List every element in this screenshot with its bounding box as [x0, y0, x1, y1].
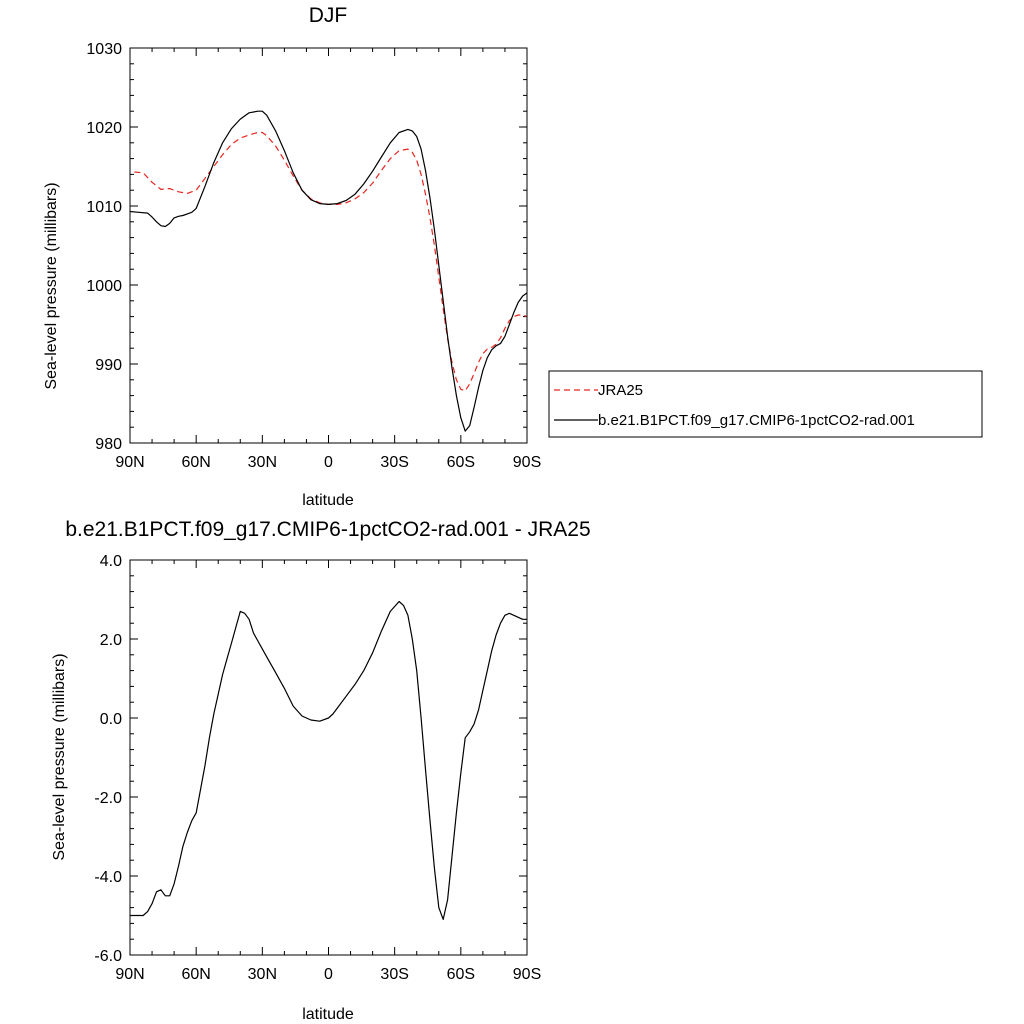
bottom-chart-frame	[129, 559, 528, 956]
top-chart-frame	[129, 47, 528, 444]
bottom-chart-xlabel: latitude	[302, 1006, 354, 1023]
top-ytick-label: 980	[95, 436, 122, 453]
top-chart-xlabel: latitude	[302, 492, 354, 509]
top-xtick-label: 0	[324, 454, 333, 471]
bottom-chart-series	[130, 600, 527, 921]
top-xtick-label: 30S	[380, 454, 408, 471]
bottom-xtick-label: 0	[324, 966, 333, 983]
bottom-ytick-label: -2.0	[94, 790, 122, 807]
bottom-xtick-label: 30S	[380, 966, 408, 983]
bottom-xtick-label: 60S	[447, 966, 475, 983]
bottom-xtick-label: 90N	[115, 966, 144, 983]
bottom-series-line-0	[130, 600, 527, 921]
bottom-xtick-label: 90S	[513, 966, 541, 983]
bottom-chart-ticks: 90N 60N 30N 0 30S 60S 90S -6.0 -4.0 -2.0 0.0 2.0 4.0	[94, 553, 541, 983]
bottom-xtick-label: 60N	[181, 966, 210, 983]
legend-entry-model: b.e21.B1PCT.f09_g17.CMIP6-1pctCO2-rad.00…	[554, 412, 915, 429]
legend-box	[548, 370, 983, 438]
top-xtick-label: 30N	[248, 454, 277, 471]
legend: JRA25 b.e21.B1PCT.f09_g17.CMIP6-1pctCO2-…	[548, 370, 983, 438]
bottom-ytick-label: -4.0	[94, 869, 122, 886]
top-series-line-0	[134, 131, 528, 392]
top-chart-ticks: 90N 60N 30N 0 30S 60S 90S 980 990 1000 1010 1020 103…	[86, 41, 541, 471]
top-chart-ylabel: Sea-level pressure (millibars)	[43, 182, 60, 389]
bottom-ytick-label: 0.0	[100, 711, 122, 728]
bottom-ytick-label: -6.0	[94, 948, 122, 965]
top-xtick-label: 60S	[447, 454, 475, 471]
top-chart-series	[129, 110, 528, 432]
top-xtick-label: 90S	[513, 454, 541, 471]
top-xtick-label: 90N	[115, 454, 144, 471]
legend-entry-jra25: JRA25	[554, 382, 643, 399]
bottom-ytick-label: 4.0	[100, 553, 122, 570]
legend-label-jra25: JRA25	[598, 382, 643, 399]
top-xtick-label: 60N	[181, 454, 210, 471]
bottom-ytick-label: 2.0	[100, 632, 122, 649]
top-ytick-label: 1020	[86, 120, 122, 137]
top-ytick-label: 1000	[86, 278, 122, 295]
bottom-xtick-label: 30N	[248, 966, 277, 983]
top-chart-title: DJF	[309, 4, 348, 27]
top-chart: DJF Sea-level pressure (millibars) latit…	[43, 4, 541, 509]
top-ytick-label: 1010	[86, 199, 122, 216]
bottom-chart: b.e21.B1PCT.f09_g17.CMIP6-1pctCO2-rad.00…	[51, 518, 591, 1023]
legend-label-model: b.e21.B1PCT.f09_g17.CMIP6-1pctCO2-rad.00…	[598, 412, 915, 429]
bottom-chart-title: b.e21.B1PCT.f09_g17.CMIP6-1pctCO2-rad.00…	[65, 518, 590, 541]
top-ytick-label: 1030	[86, 41, 122, 58]
top-series-line-1	[129, 110, 528, 432]
top-ytick-label: 990	[95, 357, 122, 374]
bottom-chart-ylabel: Sea-level pressure (millibars)	[51, 653, 68, 860]
